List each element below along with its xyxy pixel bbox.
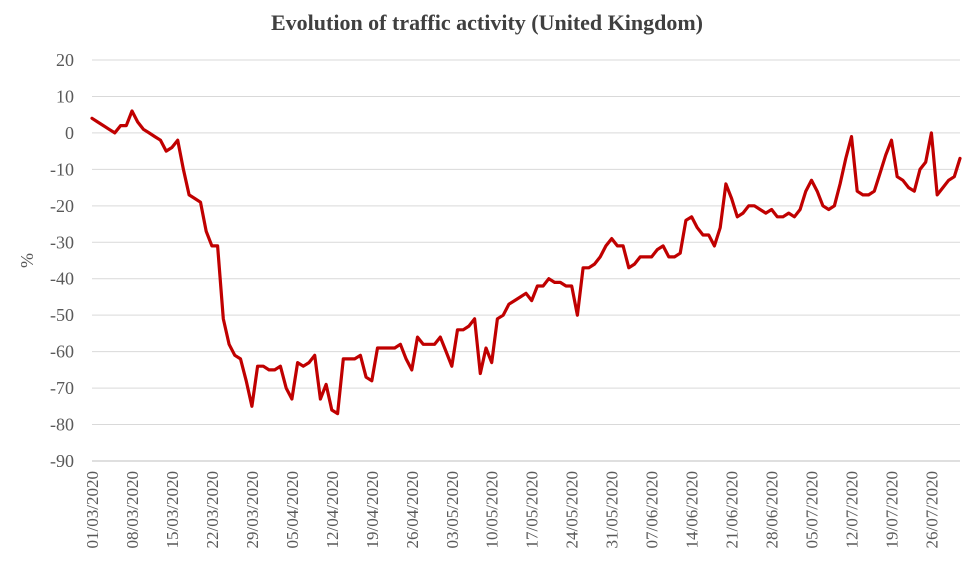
- x-tick-label: 05/04/2020: [283, 471, 302, 548]
- x-tick-label: 05/07/2020: [803, 471, 822, 548]
- y-tick-label: -80: [50, 415, 74, 435]
- x-tick-label: 03/05/2020: [443, 471, 462, 548]
- y-tick-label: -90: [50, 451, 74, 471]
- x-tick-label: 22/03/2020: [203, 471, 222, 548]
- y-tick-label: 20: [56, 50, 74, 70]
- x-tick-label: 29/03/2020: [243, 471, 262, 548]
- gridlines: [92, 59, 960, 426]
- x-tick-label: 01/03/2020: [83, 471, 102, 548]
- x-tick-label: 24/05/2020: [563, 471, 582, 548]
- y-tick-label: -40: [50, 269, 74, 289]
- x-tick-label: 28/06/2020: [763, 471, 782, 548]
- y-tick-label: 0: [65, 123, 74, 143]
- x-tick-label: 15/03/2020: [163, 471, 182, 548]
- x-tick-label: 12/04/2020: [323, 471, 342, 548]
- y-tick-label: -50: [50, 305, 74, 325]
- x-tick-label: 10/05/2020: [483, 471, 502, 548]
- series-line-traffic-activity: [90, 109, 962, 416]
- x-tick-label: 08/03/2020: [123, 471, 142, 548]
- x-axis-ticks: 01/03/2020 08/03/2020 15/03/2020 22/03/2020…: [83, 471, 941, 548]
- y-tick-label: -20: [50, 196, 74, 216]
- x-tick-label: 17/05/2020: [523, 471, 542, 548]
- x-tick-label: 26/04/2020: [403, 471, 422, 548]
- x-tick-label: 21/06/2020: [723, 471, 742, 548]
- y-tick-label: -10: [50, 159, 74, 179]
- x-tick-label: 19/07/2020: [882, 471, 901, 548]
- y-tick-label: -70: [50, 378, 74, 398]
- y-axis-ticks: 20 10 0 -10 -20 -30 -40 -50 -60 -70 -80 -90: [50, 50, 74, 471]
- x-tick-label: 12/07/2020: [843, 471, 862, 548]
- x-tick-label: 26/07/2020: [922, 471, 941, 548]
- x-tick-label: 14/06/2020: [683, 471, 702, 548]
- y-tick-label: -60: [50, 342, 74, 362]
- y-axis-label: %: [17, 253, 37, 268]
- y-tick-label: 10: [56, 86, 74, 106]
- x-tick-label: 31/05/2020: [603, 471, 622, 548]
- y-tick-label: -30: [50, 232, 74, 252]
- chart-title: Evolution of traffic activity (United Ki…: [270, 10, 704, 35]
- x-tick-label: 19/04/2020: [363, 471, 382, 548]
- x-tick-label: 07/06/2020: [643, 471, 662, 548]
